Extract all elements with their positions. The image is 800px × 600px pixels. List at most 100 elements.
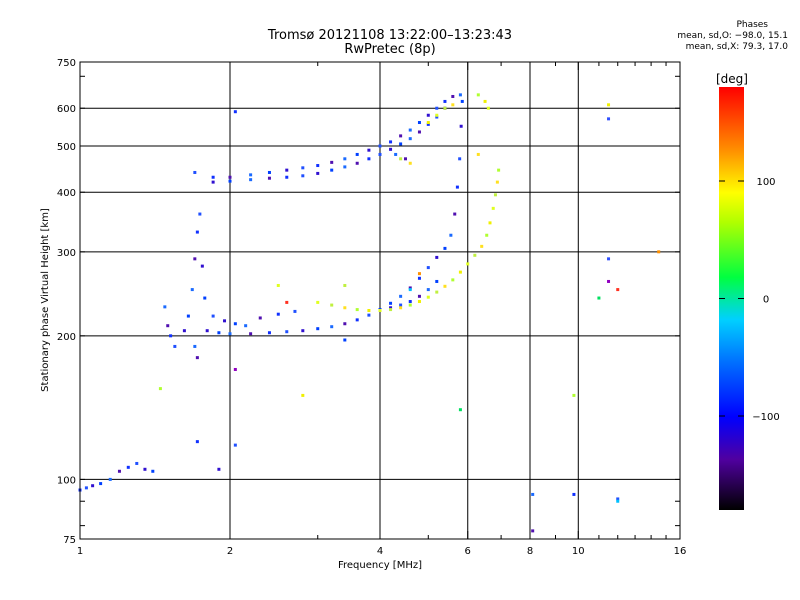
data-point-o xyxy=(531,492,535,496)
data-point-x xyxy=(476,93,480,97)
data-point-o xyxy=(443,99,447,103)
data-point-o xyxy=(403,157,407,161)
data-point-o xyxy=(267,176,271,180)
colorbar-tick-label: −100 xyxy=(752,412,779,423)
data-point-o xyxy=(285,175,289,179)
data-point-o xyxy=(91,484,95,488)
data-point-x xyxy=(497,168,501,172)
data-point-x xyxy=(399,157,403,161)
colorbar-tick-label: 100 xyxy=(756,177,775,188)
y-tick-label: 100 xyxy=(57,475,76,486)
data-point-o xyxy=(190,288,194,292)
data-point-o xyxy=(355,152,359,156)
y-tick-label: 200 xyxy=(57,332,76,343)
data-point-o xyxy=(453,212,457,216)
data-point-o xyxy=(451,94,455,98)
data-point-o xyxy=(435,115,439,119)
data-point-scatter xyxy=(607,117,611,121)
data-point-scatter xyxy=(233,367,237,371)
data-point-x xyxy=(378,308,382,312)
data-point-x xyxy=(458,270,462,274)
data-point-o xyxy=(455,185,459,189)
data-point-o xyxy=(408,137,412,141)
x-tick-label: 4 xyxy=(377,546,383,557)
data-point-o xyxy=(126,465,130,469)
data-point-scatter xyxy=(458,408,462,412)
data-point-o xyxy=(166,324,170,328)
data-point-x xyxy=(451,278,455,282)
data-point-o xyxy=(293,309,297,313)
data-point-x xyxy=(443,284,447,288)
phase-stats-heading: Phases xyxy=(736,20,768,30)
data-point-o xyxy=(200,264,204,268)
data-point-o xyxy=(426,122,430,126)
data-point-x xyxy=(572,393,576,397)
data-point-x xyxy=(491,206,495,210)
data-point-x xyxy=(158,387,162,391)
data-point-scatter xyxy=(616,288,620,292)
data-point-o xyxy=(276,312,280,316)
data-point-o xyxy=(301,174,305,178)
data-point-o xyxy=(173,344,177,348)
data-point-o xyxy=(316,327,320,331)
data-point-o xyxy=(198,212,202,216)
data-point-o xyxy=(367,313,371,317)
data-point-scatter xyxy=(616,499,620,503)
data-point-x xyxy=(367,308,371,312)
data-point-o xyxy=(355,161,359,165)
data-point-o xyxy=(186,314,190,318)
data-point-x xyxy=(330,303,334,307)
data-point-o xyxy=(233,443,237,447)
data-point-o xyxy=(459,124,463,128)
data-point-o xyxy=(399,303,403,307)
data-point-o xyxy=(217,467,221,471)
data-point-o xyxy=(223,319,227,323)
data-point-x xyxy=(607,103,611,107)
data-point-x xyxy=(488,221,492,225)
data-point-o xyxy=(435,106,439,110)
data-point-o xyxy=(193,344,197,348)
data-point-o xyxy=(408,286,412,290)
data-point-x xyxy=(443,106,447,110)
data-point-o xyxy=(195,440,199,444)
data-point-x xyxy=(389,308,393,312)
y-axis-label: Stationary phase Virtual Height [km] xyxy=(40,208,51,392)
chart-subtitle: RwPretec (8p) xyxy=(344,42,436,57)
data-point-o xyxy=(249,332,253,336)
data-point-o xyxy=(399,294,403,298)
data-point-scatter xyxy=(597,296,601,300)
data-point-o xyxy=(343,157,347,161)
data-point-o xyxy=(163,305,167,309)
data-point-o xyxy=(249,178,253,182)
data-point-o xyxy=(426,266,430,270)
y-tick-label: 300 xyxy=(57,248,76,259)
x-tick-label: 8 xyxy=(527,546,533,557)
data-point-scatter xyxy=(408,288,412,292)
data-point-o xyxy=(389,147,393,151)
data-point-o xyxy=(301,329,305,333)
phase-stats-o: mean, sd,O: −98.0, 15.1 xyxy=(677,31,788,41)
data-point-o xyxy=(182,329,186,333)
data-point-o xyxy=(285,330,289,334)
data-point-o xyxy=(435,279,439,283)
data-point-o xyxy=(449,233,453,237)
colorbar-tick-label: 0 xyxy=(763,295,769,306)
data-point-o xyxy=(367,148,371,152)
data-point-o xyxy=(378,152,382,156)
data-point-o xyxy=(394,152,398,156)
data-point-x xyxy=(399,306,403,310)
data-point-o xyxy=(389,306,393,310)
y-axis: 75 100 200 300 400 500 600 750 xyxy=(57,58,680,546)
x-tick-label: 1 xyxy=(77,546,83,557)
data-points xyxy=(78,93,661,533)
data-point-o xyxy=(343,322,347,326)
data-point-o xyxy=(267,331,271,335)
data-point-o xyxy=(408,128,412,132)
data-point-x xyxy=(355,308,359,312)
data-point-o xyxy=(378,144,382,148)
data-point-x xyxy=(493,193,497,197)
data-point-o xyxy=(258,316,262,320)
data-point-o xyxy=(435,255,439,259)
data-point-o xyxy=(228,332,232,336)
